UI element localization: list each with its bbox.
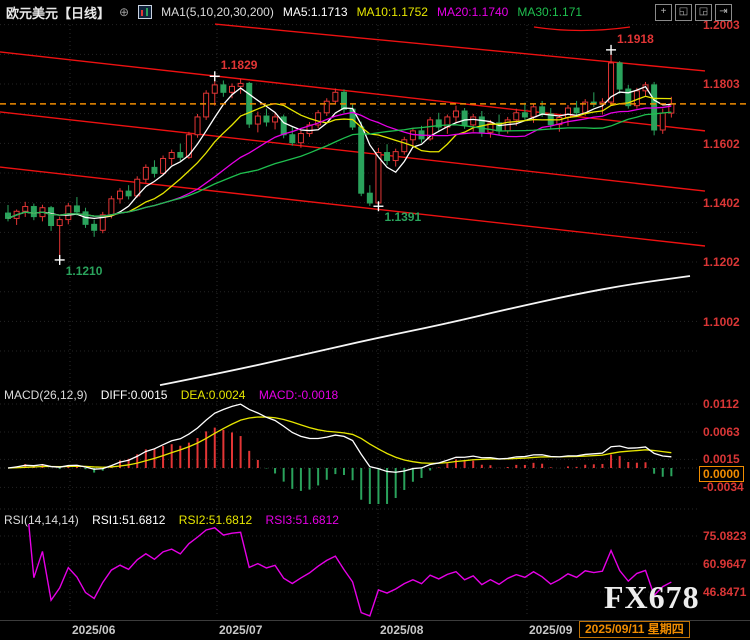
ma10-value: MA10:1.1752 [356, 5, 428, 19]
rsi2-value: RSI2:51.6812 [178, 513, 253, 527]
macd-dea-value: DEA:0.0024 [180, 388, 246, 402]
macd-header: MACD(26,12,9) DIFF:0.0015 DEA:0.0024 MAC… [4, 388, 348, 402]
rsi-header: RSI(14,14,14) RSI1:51.6812 RSI2:51.6812 … [4, 513, 349, 527]
ma20-value: MA20:1.1740 [436, 5, 509, 19]
ma5-value: MA5:1.1713 [282, 5, 348, 19]
macd-bar-value: MACD:-0.0018 [258, 388, 339, 402]
chart-header: 欧元美元【日线】 ⊕ MA1(5,10,20,30,200) MA5:1.171… [0, 0, 750, 24]
macd-axis-label--0.0034: -0.0034 [703, 480, 744, 495]
price-axis-label-1.1402: 1.1402 [703, 195, 740, 210]
macd-axis-label-0.0063: 0.0063 [703, 425, 740, 439]
fit-x-axis-icon[interactable]: ◲ [695, 3, 712, 21]
ma30-value: MA30:1.171 [517, 5, 583, 19]
macd-axis-label-0.0112: 0.0112 [703, 397, 740, 411]
macd-title: MACD(26,12,9) [4, 388, 88, 402]
rsi-axis-label-60.9647: 60.9647 [703, 556, 747, 571]
chart-style-icon[interactable] [138, 5, 153, 19]
expand-icon[interactable]: ⊕ [119, 5, 130, 19]
pan-icon[interactable]: + [655, 3, 672, 21]
rsi1-value: RSI1:51.6812 [92, 513, 166, 527]
watermark: FX678 [604, 579, 700, 615]
month-label-2025/09: 2025/09 [529, 623, 573, 637]
time-axis-separator [0, 620, 750, 621]
macd-zero-label: 0.0000 [699, 466, 744, 482]
period-label: 【日线】 [58, 5, 111, 21]
annotation-1.1918: 1.1918 [617, 31, 654, 46]
price-axis-label-1.1602: 1.1602 [703, 136, 740, 151]
annotation-1.1210: 1.1210 [65, 263, 103, 278]
month-label-2025/08: 2025/08 [380, 623, 424, 637]
shift-right-icon[interactable]: ⇥ [715, 3, 732, 21]
rsi-axis-label-46.8471: 46.8471 [703, 584, 747, 599]
month-label-2025/07: 2025/07 [219, 623, 263, 637]
annotation-1.1391: 1.1391 [384, 210, 422, 225]
price-axis-label-1.1803: 1.1803 [703, 77, 740, 91]
price-axis-label-1.2003: 1.2003 [703, 17, 740, 32]
symbol-title: 欧元美元【日线】 [6, 3, 110, 22]
macd-axis-label-0.0015: 0.0015 [703, 452, 740, 467]
macd-diff-value: DIFF:0.0015 [100, 388, 168, 402]
annotation-1.1829: 1.1829 [220, 58, 258, 73]
rsi-axis-label-75.0823: 75.0823 [703, 529, 747, 543]
price-axis-label-1.1202: 1.1202 [703, 255, 740, 270]
toolbar: + ◱ ◲ ⇥ [655, 3, 732, 21]
ma-settings-label: MA1(5,10,20,30,200) [161, 5, 274, 19]
rsi3-value: RSI3:51.6812 [265, 513, 339, 527]
symbol-name: 欧元美元 [6, 5, 59, 21]
fit-y-axis-icon[interactable]: ◱ [675, 3, 692, 21]
price-axis-label-1.1002: 1.1002 [703, 314, 740, 329]
month-label-2025/06: 2025/06 [72, 623, 116, 637]
rsi-title: RSI(14,14,14) [4, 513, 79, 527]
current-date-label: 2025/09/11 星期四 [579, 621, 690, 638]
